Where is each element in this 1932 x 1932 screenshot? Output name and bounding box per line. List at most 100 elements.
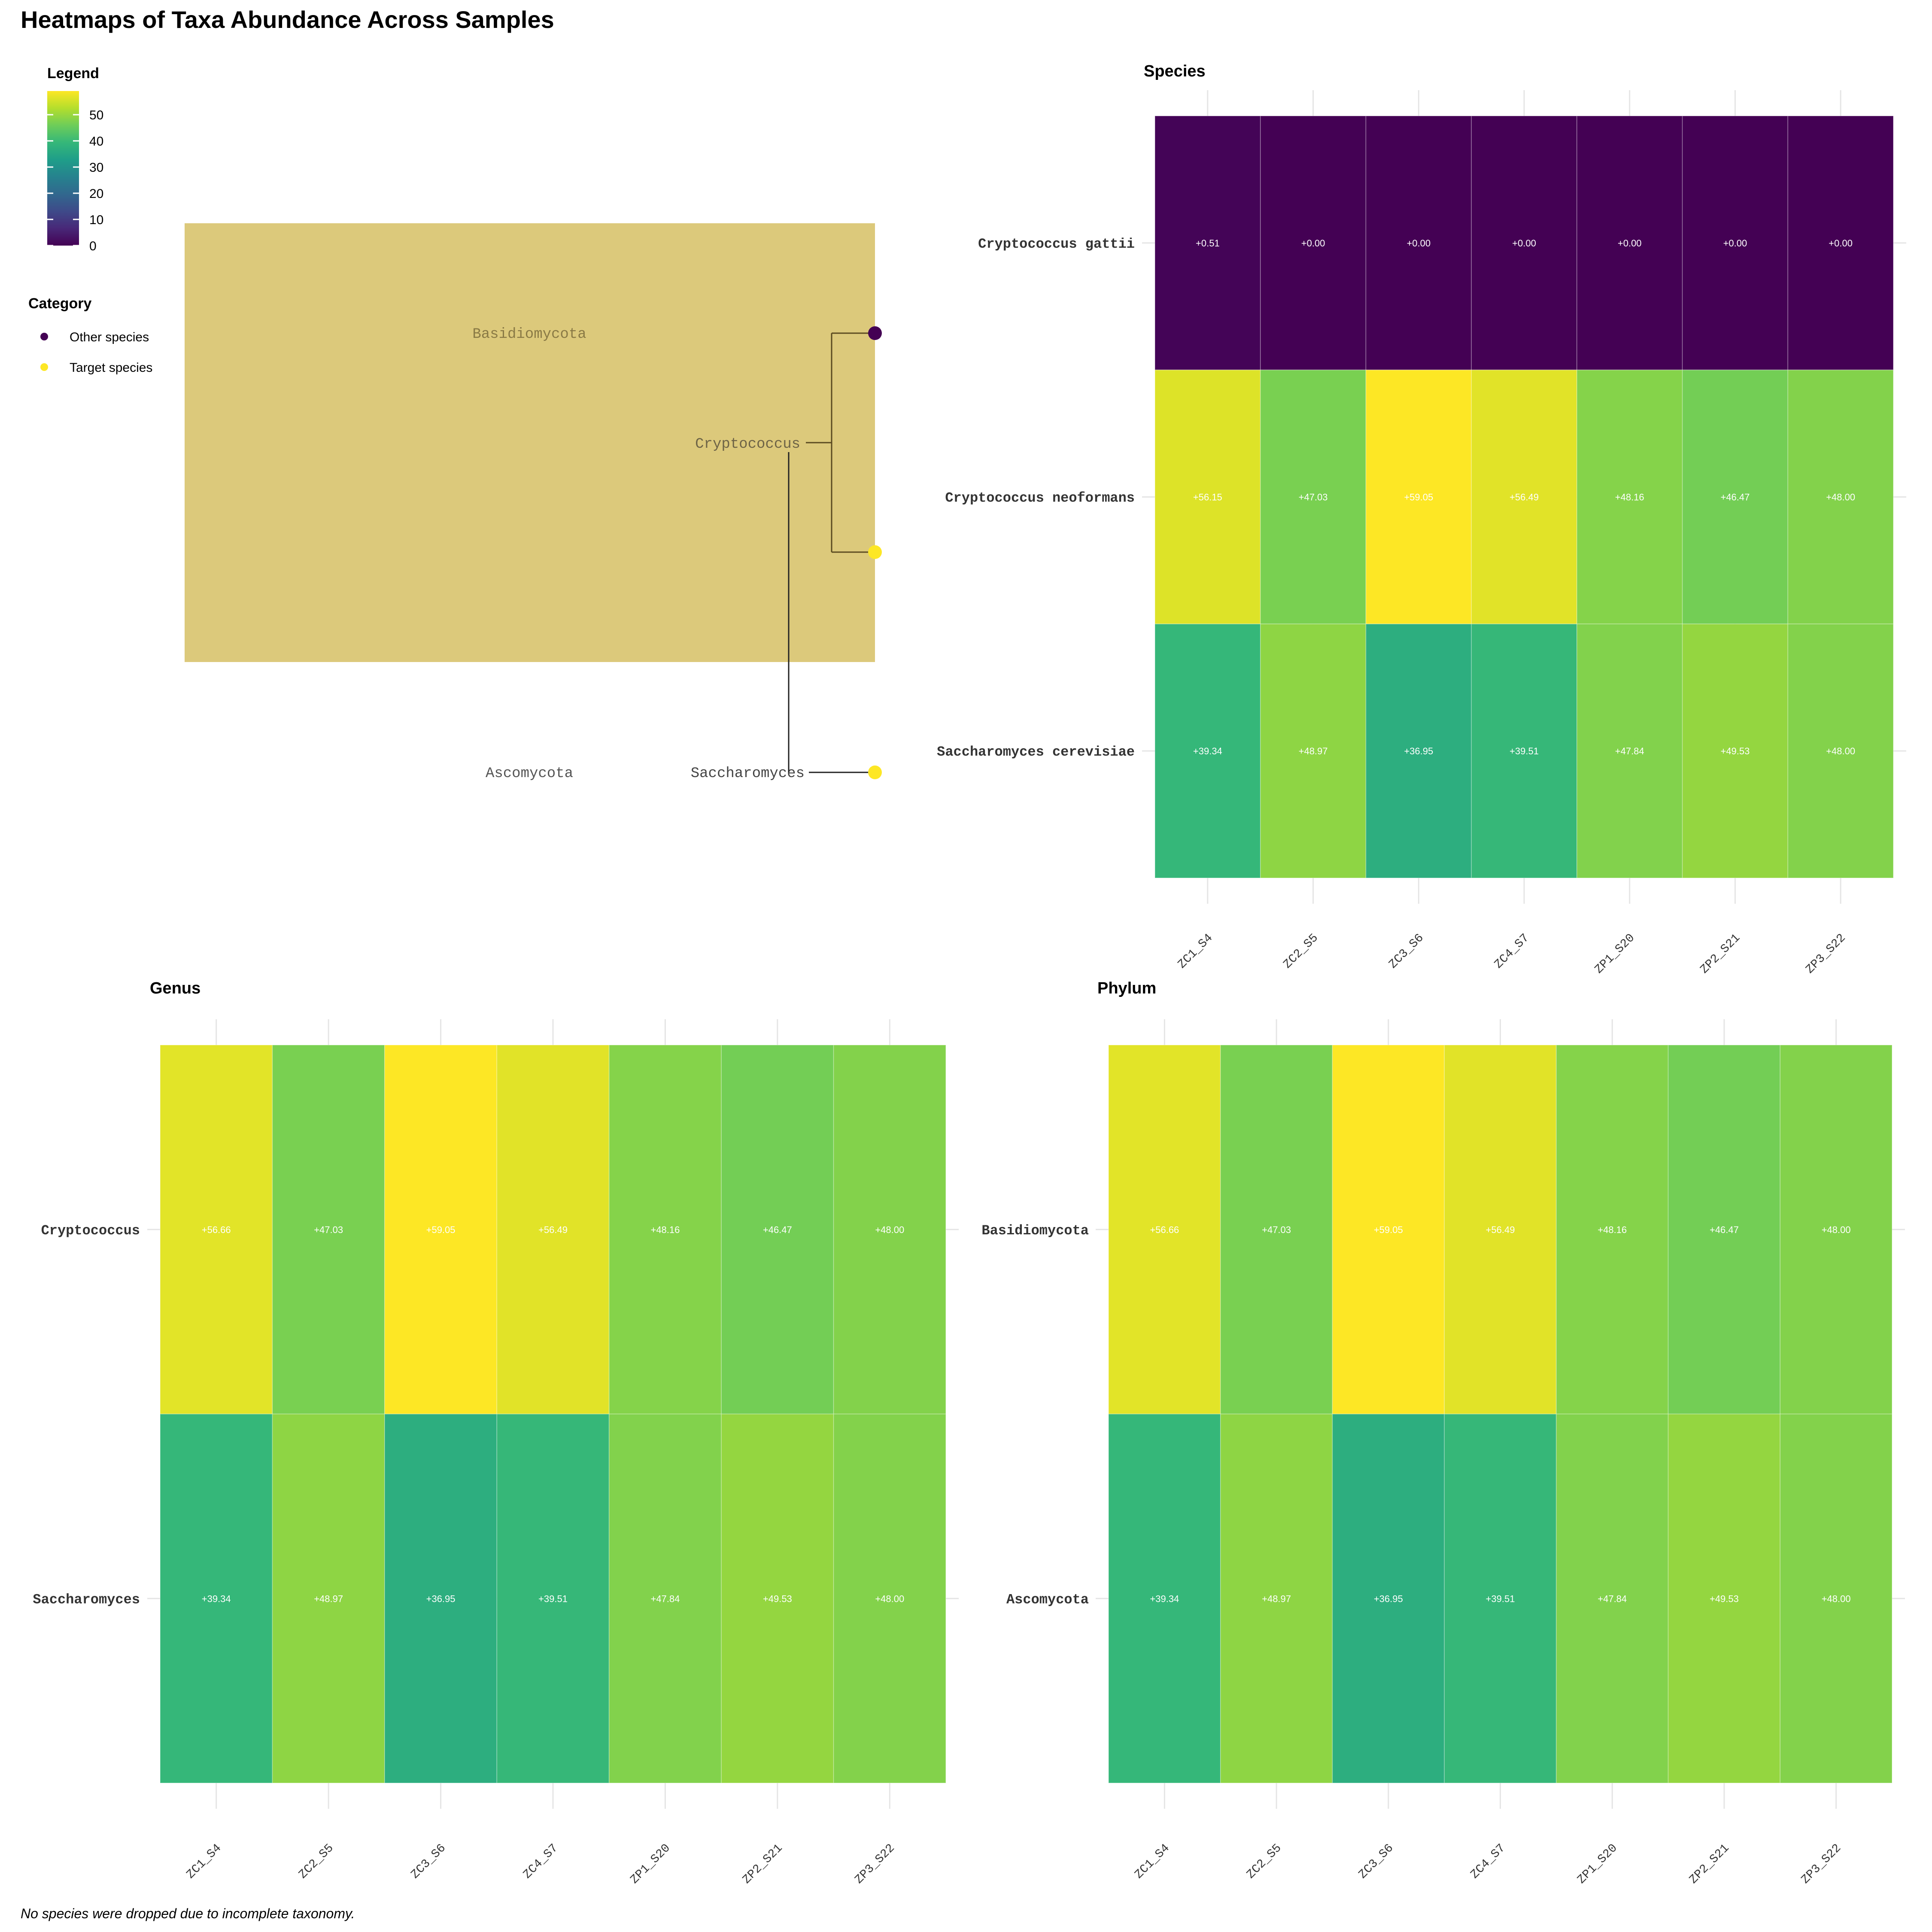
category-other-species-dot bbox=[40, 333, 48, 340]
tree-label-ascomycota: Ascomycota bbox=[486, 766, 573, 782]
colorbar-tick-label: 40 bbox=[89, 134, 103, 149]
species-cell-label-cryptococcus-gattii-zp2-s21: +0.00 bbox=[1723, 238, 1747, 249]
genus-cell-label-cryptococcus-zp3-s22: +48.00 bbox=[875, 1224, 904, 1235]
species-cell-cryptococcus-neoformans-zc4-s7 bbox=[1471, 369, 1577, 625]
species-y-label-cryptococcus-gattii: Cryptococcus gattii bbox=[978, 236, 1135, 252]
species-cell-saccharomyces-cerevisiae-zc2-s5 bbox=[1260, 623, 1367, 878]
genus-cell-label-cryptococcus-zc4-s7: +56.49 bbox=[538, 1224, 568, 1235]
species-cell-saccharomyces-cerevisiae-zp2-s21 bbox=[1682, 623, 1789, 878]
genus-cell-label-cryptococcus-zc3-s6: +59.05 bbox=[426, 1224, 456, 1235]
tree-label-saccharomyces: Saccharomyces bbox=[691, 766, 805, 782]
species-cell-cryptococcus-gattii-zc3-s6 bbox=[1365, 115, 1472, 371]
species-cell-label-cryptococcus-neoformans-zc4-s7: +56.49 bbox=[1510, 492, 1539, 503]
species-cell-label-cryptococcus-neoformans-zp2-s21: +46.47 bbox=[1720, 492, 1750, 503]
genus-cell-label-cryptococcus-zp2-s21: +46.47 bbox=[763, 1224, 792, 1235]
phylum-heatmap-panel: Phylum +56.66 +47.03 +59.05 +56.49 +48.16 +46.… bbox=[981, 979, 1905, 1887]
footnote: No species were dropped due to incomplet… bbox=[21, 1906, 355, 1921]
genus-heatmap-panel: Genus +56.66 +47.03 +59.05 +56.49 +48.16 +46.4… bbox=[33, 979, 959, 1887]
phylum-y-label-basidiomycota: Basidiomycota bbox=[981, 1223, 1089, 1239]
phylum-cell-basidiomycota-zc1-s4 bbox=[1108, 1045, 1221, 1415]
tree-label-basidiomycota: Basidiomycota bbox=[472, 326, 586, 343]
phylum-cell-basidiomycota-zc4-s7 bbox=[1444, 1045, 1557, 1415]
phylum-cell-label-ascomycota-zc4-s7: +39.51 bbox=[1486, 1593, 1515, 1604]
genus-cell-label-cryptococcus-zc1-s4: +56.66 bbox=[202, 1224, 231, 1235]
species-cell-label-cryptococcus-gattii-zc4-s7: +0.00 bbox=[1512, 238, 1536, 249]
phylum-y-label-ascomycota: Ascomycota bbox=[1006, 1592, 1089, 1607]
colorbar-tick-label: 50 bbox=[89, 108, 103, 122]
genus-cell-saccharomyces-zc2-s5 bbox=[272, 1413, 385, 1783]
species-cell-saccharomyces-cerevisiae-zc1-s4 bbox=[1154, 623, 1261, 878]
species-cell-label-saccharomyces-cerevisiae-zp1-s20: +47.84 bbox=[1615, 746, 1644, 756]
colorbar-tick-label: 10 bbox=[89, 213, 103, 227]
category-legend-title: Category bbox=[28, 295, 91, 312]
phylum-cell-label-basidiomycota-zp2-s21: +46.47 bbox=[1710, 1224, 1739, 1235]
species-cell-label-saccharomyces-cerevisiae-zc2-s5: +48.97 bbox=[1299, 746, 1328, 756]
species-cell-saccharomyces-cerevisiae-zp1-s20 bbox=[1577, 623, 1683, 878]
genus-cell-label-saccharomyces-zc3-s6: +36.95 bbox=[426, 1593, 456, 1604]
phylum-cell-label-ascomycota-zc2-s5: +48.97 bbox=[1262, 1593, 1291, 1604]
species-heatmap-panel: Species +0.51 +0.00 +0.00 +0.00 +0.00 +0.00 +0.… bbox=[937, 62, 1906, 977]
colorbar-title: Legend bbox=[47, 65, 99, 82]
genus-cell-label-saccharomyces-zp2-s21: +49.53 bbox=[763, 1593, 792, 1604]
genus-y-label-saccharomyces: Saccharomyces bbox=[33, 1592, 140, 1607]
phylum-cell-basidiomycota-zp3-s22 bbox=[1780, 1045, 1893, 1415]
colorbar-tick-label: 20 bbox=[89, 187, 103, 201]
colorbar-legend: Legend 0 10 20 30 40 50 bbox=[47, 65, 103, 253]
genus-cell-label-cryptococcus-zp1-s20: +48.16 bbox=[650, 1224, 680, 1235]
species-cell-saccharomyces-cerevisiae-zp3-s22 bbox=[1787, 623, 1894, 878]
species-cell-label-cryptococcus-gattii-zc2-s5: +0.00 bbox=[1301, 238, 1325, 249]
species-cell-cryptococcus-gattii-zp2-s21 bbox=[1682, 115, 1789, 371]
phylum-cell-label-basidiomycota-zc3-s6: +59.05 bbox=[1374, 1224, 1403, 1235]
species-cell-cryptococcus-gattii-zc1-s4 bbox=[1154, 115, 1261, 371]
phylum-cell-label-ascomycota-zc3-s6: +36.95 bbox=[1374, 1593, 1403, 1604]
genus-cell-saccharomyces-zp2-s21 bbox=[721, 1413, 834, 1783]
basidiomycota-highlight bbox=[185, 223, 875, 662]
phylum-cell-label-basidiomycota-zp3-s22: +48.00 bbox=[1822, 1224, 1851, 1235]
species-cell-label-cryptococcus-gattii-zp3-s22: +0.00 bbox=[1829, 238, 1853, 249]
colorbar-ticks: 0 10 20 30 40 50 bbox=[47, 108, 103, 253]
phylum-cell-label-basidiomycota-zc2-s5: +47.03 bbox=[1262, 1224, 1291, 1235]
species-cell-cryptococcus-neoformans-zc3-s6 bbox=[1365, 369, 1472, 625]
species-cell-label-cryptococcus-neoformans-zp1-s20: +48.16 bbox=[1615, 492, 1644, 503]
category-target-species-label: Target species bbox=[70, 361, 152, 375]
species-cell-cryptococcus-gattii-zc2-s5 bbox=[1260, 115, 1367, 371]
genus-cell-cryptococcus-zc3-s6 bbox=[384, 1045, 498, 1415]
tree-tip-cryptococcus-neoformans bbox=[868, 545, 882, 559]
tree-tip-cryptococcus-gattii bbox=[868, 326, 882, 340]
category-legend: Category Other species Target species bbox=[28, 295, 152, 375]
species-cell-cryptococcus-neoformans-zc1-s4 bbox=[1154, 369, 1261, 625]
genus-cell-label-saccharomyces-zp3-s22: +48.00 bbox=[875, 1593, 904, 1604]
species-cell-label-cryptococcus-gattii-zc1-s4: +0.51 bbox=[1196, 238, 1220, 249]
genus-cell-label-cryptococcus-zc2-s5: +47.03 bbox=[314, 1224, 343, 1235]
phylum-cell-basidiomycota-zc2-s5 bbox=[1220, 1045, 1333, 1415]
genus-cell-label-saccharomyces-zc4-s7: +39.51 bbox=[538, 1593, 568, 1604]
genus-y-label-cryptococcus: Cryptococcus bbox=[41, 1223, 140, 1239]
colorbar-tick-label: 30 bbox=[89, 161, 103, 175]
phylum-cell-label-ascomycota-zp1-s20: +47.84 bbox=[1598, 1593, 1627, 1604]
genus-cell-saccharomyces-zc4-s7 bbox=[496, 1413, 610, 1783]
phylum-cell-label-basidiomycota-zc4-s7: +56.49 bbox=[1486, 1224, 1515, 1235]
species-cell-cryptococcus-gattii-zc4-s7 bbox=[1471, 115, 1577, 371]
genus-cell-label-saccharomyces-zc2-s5: +48.97 bbox=[314, 1593, 343, 1604]
species-cell-saccharomyces-cerevisiae-zc4-s7 bbox=[1471, 623, 1577, 878]
species-cell-label-cryptococcus-gattii-zp1-s20: +0.00 bbox=[1618, 238, 1642, 249]
species-cell-label-cryptococcus-gattii-zc3-s6: +0.00 bbox=[1406, 238, 1431, 249]
tree-branch-cryptococcus bbox=[806, 332, 875, 553]
category-target-species-dot bbox=[40, 363, 48, 371]
phylum-cell-ascomycota-zc1-s4 bbox=[1108, 1413, 1221, 1783]
phylum-cell-ascomycota-zp2-s21 bbox=[1668, 1413, 1781, 1783]
species-cell-label-saccharomyces-cerevisiae-zc4-s7: +39.51 bbox=[1510, 746, 1539, 756]
taxonomy-tree: Basidiomycota Cryptococcus Ascomycota Sa… bbox=[185, 223, 882, 782]
species-cell-label-saccharomyces-cerevisiae-zp2-s21: +49.53 bbox=[1720, 746, 1750, 756]
phylum-cell-label-basidiomycota-zc1-s4: +56.66 bbox=[1150, 1224, 1179, 1235]
phylum-cell-ascomycota-zc2-s5 bbox=[1220, 1413, 1333, 1783]
species-cell-label-cryptococcus-neoformans-zc1-s4: +56.15 bbox=[1193, 492, 1222, 503]
genus-cell-cryptococcus-zc1-s4 bbox=[160, 1045, 273, 1415]
phylum-cell-label-basidiomycota-zp1-s20: +48.16 bbox=[1598, 1224, 1627, 1235]
genus-cell-cryptococcus-zp3-s22 bbox=[833, 1045, 946, 1415]
phylum-cell-ascomycota-zc3-s6 bbox=[1332, 1413, 1445, 1783]
species-y-label-cryptococcus-neoformans: Cryptococcus neoformans bbox=[945, 490, 1135, 506]
phylum-cell-label-ascomycota-zp2-s21: +49.53 bbox=[1710, 1593, 1739, 1604]
genus-cell-cryptococcus-zp1-s20 bbox=[608, 1045, 722, 1415]
